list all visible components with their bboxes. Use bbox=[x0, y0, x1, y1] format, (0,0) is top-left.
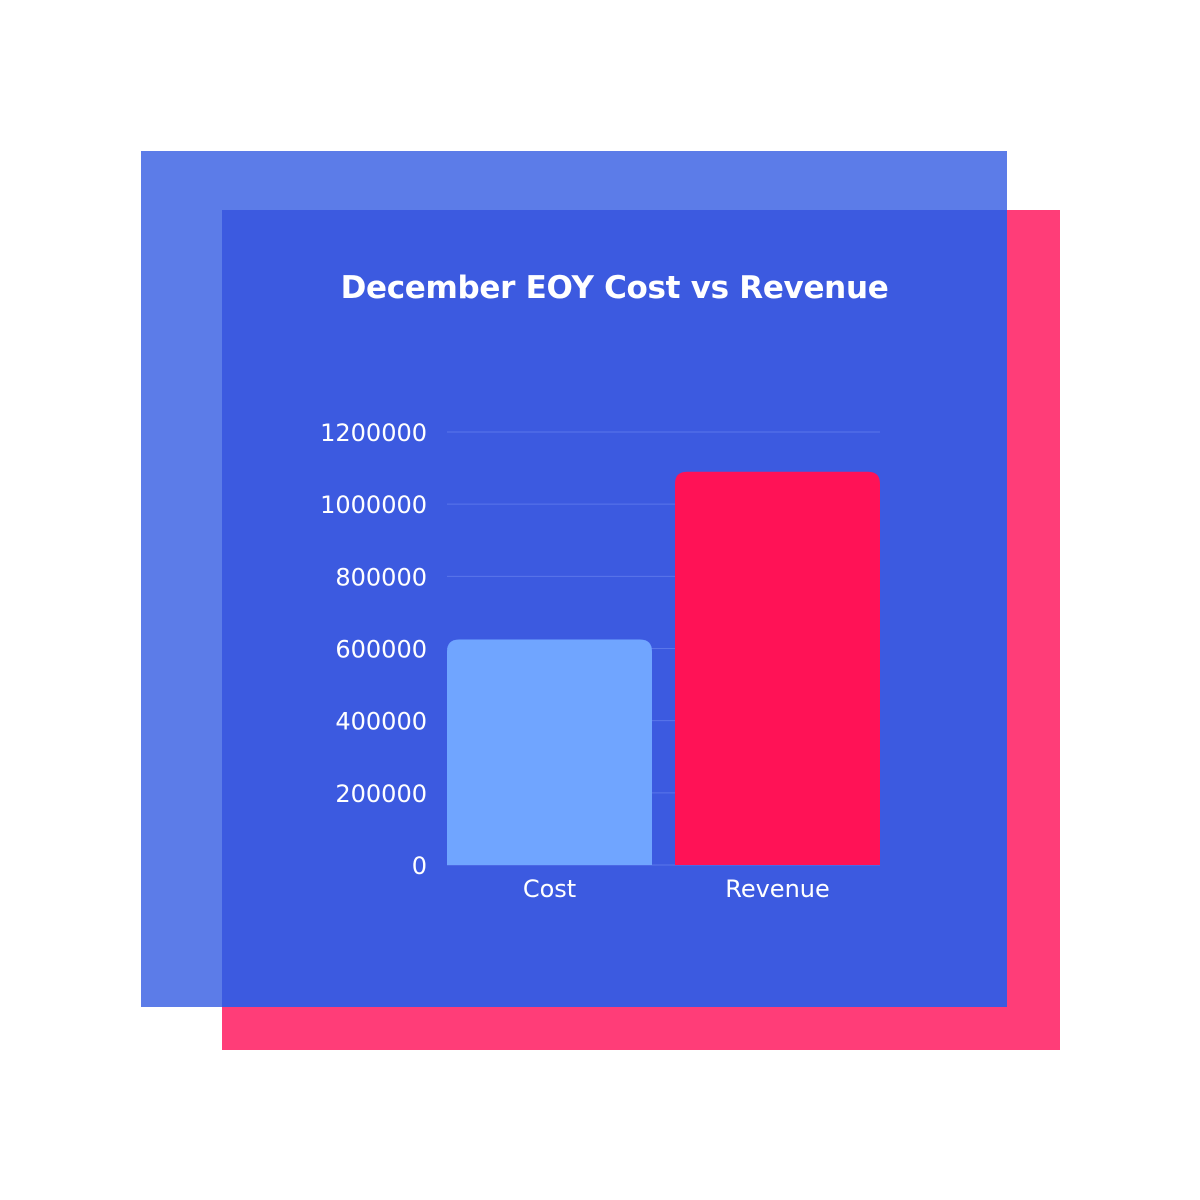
x-axis-categories: Cost Revenue bbox=[523, 875, 830, 903]
y-tick-label: 600000 bbox=[335, 636, 427, 664]
y-tick-label: 0 bbox=[412, 852, 427, 880]
y-tick-label: 1000000 bbox=[320, 491, 427, 519]
y-tick-label: 1200000 bbox=[320, 419, 427, 447]
bar-cost bbox=[447, 639, 652, 865]
y-axis-ticks: 0 200000 400000 600000 800000 1000000 1200000 bbox=[320, 419, 427, 880]
chart-title: December EOY Cost vs Revenue bbox=[340, 270, 889, 306]
bars bbox=[447, 471, 880, 865]
y-tick-label: 400000 bbox=[335, 708, 427, 736]
x-category-label: Cost bbox=[523, 875, 576, 903]
x-category-label: Revenue bbox=[725, 875, 830, 903]
bar-revenue bbox=[675, 471, 880, 865]
y-tick-label: 200000 bbox=[335, 780, 427, 808]
y-tick-label: 800000 bbox=[335, 563, 427, 591]
